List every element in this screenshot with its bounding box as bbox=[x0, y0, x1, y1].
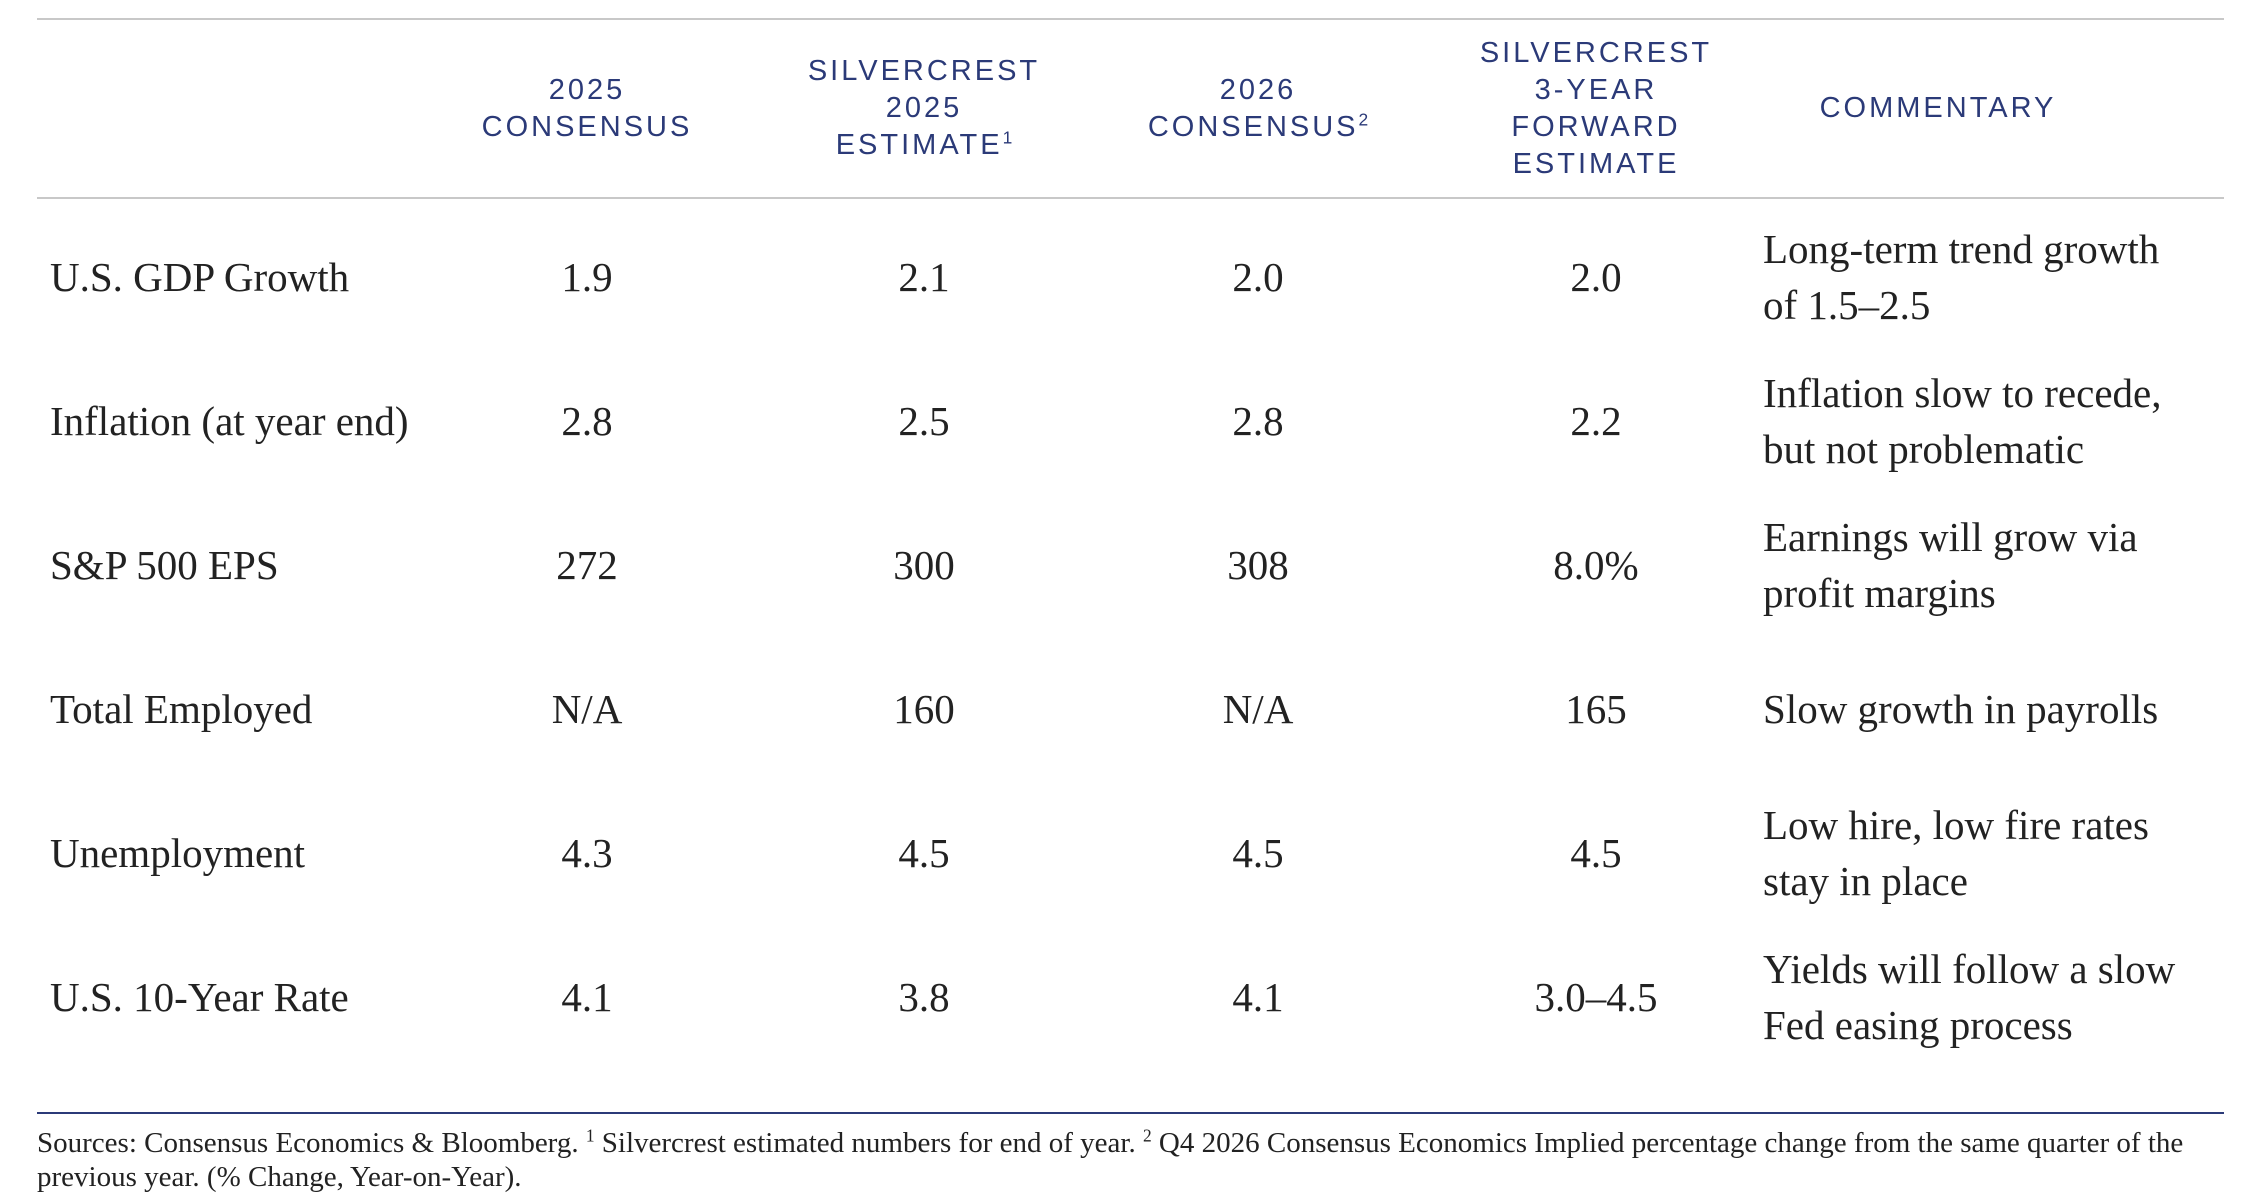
bottom-rule bbox=[37, 1112, 2224, 1114]
value-cell: N/A bbox=[551, 686, 623, 732]
commentary-line: Low hire, low fire rates bbox=[1763, 802, 2149, 848]
header-rule bbox=[37, 197, 2224, 199]
commentary-cell: Yields will follow a slow Fed easing proc… bbox=[1763, 925, 2233, 1069]
commentary-cell: Slow growth in payrolls bbox=[1763, 637, 2233, 781]
footnote-text: Silvercrest estimated numbers for end of… bbox=[594, 1127, 1143, 1159]
value-cell: N/A bbox=[1222, 686, 1294, 732]
header-line: ESTIMATE1 bbox=[835, 127, 1013, 161]
top-rule bbox=[37, 18, 2224, 20]
header-line: 2025 bbox=[548, 73, 626, 106]
footnote-text: Q4 2026 Consensus Economics Implied perc… bbox=[37, 1127, 2184, 1193]
header-line: SILVERCREST bbox=[1479, 36, 1713, 69]
commentary-cell: Long-term trend growth of 1.5–2.5 bbox=[1763, 205, 2233, 349]
row-label: U.S. 10-Year Rate bbox=[50, 974, 349, 1020]
value-cell: 3.8 bbox=[898, 974, 950, 1020]
row-label: U.S. GDP Growth bbox=[50, 254, 350, 300]
header-cell: 2025 CONSENSUS bbox=[420, 20, 754, 197]
commentary-line: Inflation slow to recede, bbox=[1763, 370, 2162, 416]
header-line: SILVERCREST bbox=[807, 55, 1041, 87]
value-cell: 2.8 bbox=[1232, 398, 1284, 444]
commentary-cell: Earnings will grow via profit margins bbox=[1763, 493, 2233, 637]
commentary-cell: Inflation slow to recede, but not problem… bbox=[1763, 349, 2233, 493]
value-cell: 2.5 bbox=[898, 398, 950, 444]
footnote-ref: 1 bbox=[1002, 127, 1013, 148]
header-line: FORWARD bbox=[1511, 110, 1681, 143]
value-cell: 308 bbox=[1227, 542, 1289, 588]
value-cell: 4.1 bbox=[561, 974, 613, 1020]
row-label: S&P 500 EPS bbox=[50, 542, 279, 588]
value-cell: 2.0 bbox=[1232, 254, 1284, 300]
footnote-ref: 1 bbox=[585, 1125, 595, 1146]
commentary-line: Long-term trend growth bbox=[1763, 226, 2160, 272]
value-cell: 2.8 bbox=[561, 398, 613, 444]
header-cell: COMMENTARY bbox=[1703, 20, 2173, 197]
row-label: Total Employed bbox=[50, 686, 313, 732]
header-cell: SILVERCREST 3-YEAR FORWARD ESTIMATE bbox=[1432, 20, 1760, 197]
value-cell: 4.3 bbox=[561, 830, 613, 876]
value-cell: 2.1 bbox=[898, 254, 950, 300]
value-cell: 1.9 bbox=[561, 254, 613, 300]
value-cell: 4.5 bbox=[1232, 830, 1284, 876]
header-line: CONSENSUS2 bbox=[1147, 108, 1369, 143]
value-cell: 2.2 bbox=[1570, 398, 1622, 444]
commentary-cell: Low hire, low fire rates stay in place bbox=[1763, 781, 2233, 925]
footnote-ref: 2 bbox=[1142, 1125, 1152, 1146]
commentary-line: of 1.5–2.5 bbox=[1763, 282, 1931, 328]
commentary-line: Slow growth in payrolls bbox=[1763, 686, 2159, 732]
header-cell: SILVERCREST 2025 ESTIMATE1 bbox=[754, 20, 1094, 197]
footnote: Sources: Consensus Economics & Bloomberg… bbox=[37, 1126, 2227, 1194]
value-cell: 3.0–4.5 bbox=[1534, 974, 1658, 1020]
header-line: CONSENSUS bbox=[481, 110, 693, 143]
row-label: Unemployment bbox=[50, 830, 306, 876]
commentary-line: Fed easing process bbox=[1763, 1002, 2073, 1048]
commentary-line: Yields will follow a slow bbox=[1763, 946, 2176, 992]
value-cell: 2.0 bbox=[1570, 254, 1622, 300]
commentary-line: profit margins bbox=[1763, 570, 1996, 616]
header-line: 2026 bbox=[1219, 73, 1297, 106]
row-label: Inflation (at year end) bbox=[50, 398, 409, 444]
header-line: ESTIMATE bbox=[1512, 147, 1680, 180]
header-line: 3-YEAR bbox=[1534, 73, 1658, 106]
value-cell: 300 bbox=[893, 542, 955, 588]
commentary-line: stay in place bbox=[1763, 858, 1968, 904]
value-cell: 160 bbox=[893, 686, 955, 732]
value-cell: 4.5 bbox=[898, 830, 950, 876]
value-cell: 272 bbox=[556, 542, 618, 588]
header-cell: 2026 CONSENSUS2 bbox=[1094, 20, 1422, 197]
footnote-ref: 2 bbox=[1358, 108, 1369, 129]
header-line: 2025 bbox=[885, 92, 963, 124]
value-cell: 165 bbox=[1565, 686, 1627, 732]
header-line: COMMENTARY bbox=[1819, 92, 2057, 124]
value-cell: 4.1 bbox=[1232, 974, 1284, 1020]
commentary-line: but not problematic bbox=[1763, 426, 2085, 472]
footnote-text: Sources: Consensus Economics & Bloomberg… bbox=[37, 1127, 586, 1159]
commentary-line: Earnings will grow via bbox=[1763, 514, 2138, 560]
value-cell: 8.0% bbox=[1553, 542, 1639, 588]
value-cell: 4.5 bbox=[1570, 830, 1622, 876]
